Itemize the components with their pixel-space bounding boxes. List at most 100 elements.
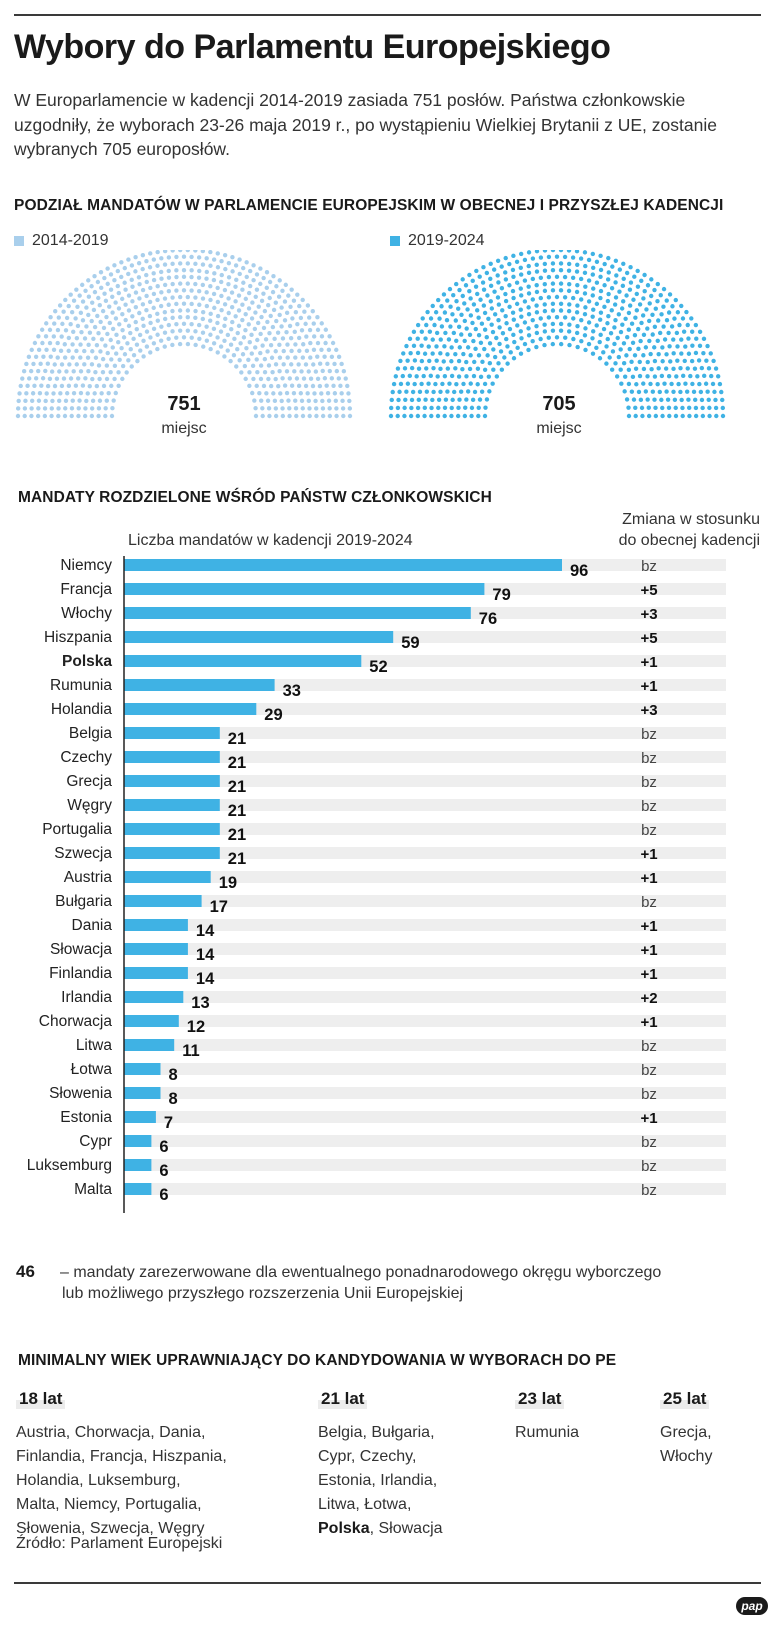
seat-dot (76, 413, 81, 419)
seat-dot (33, 354, 39, 359)
seat-dot (325, 361, 330, 367)
seat-dot (511, 317, 517, 322)
age25-line: Grecja, (660, 1424, 712, 1441)
seat-dot (614, 273, 619, 278)
row-stripe (124, 1063, 726, 1075)
seat-dot (629, 389, 635, 394)
category-label: Portugalia (42, 821, 112, 838)
row-stripe (124, 775, 726, 787)
pap-logo: pap (736, 1597, 768, 1615)
seat-dot (267, 279, 273, 285)
seat-dot (686, 351, 692, 356)
seat-dot (468, 313, 474, 318)
seat-dot (586, 257, 592, 263)
category-label: Austria (64, 869, 113, 886)
seat-dot (715, 374, 721, 379)
seat-dot (482, 381, 488, 387)
seat-dot (409, 365, 415, 371)
seat-dot (327, 368, 332, 374)
change-label: +1 (640, 966, 657, 983)
seat-dot (495, 295, 501, 300)
seat-dot (211, 326, 217, 332)
seat-dot (575, 323, 580, 329)
seat-dot (170, 250, 175, 253)
seat-dot (312, 391, 317, 396)
seat-dot (550, 250, 556, 253)
seat-dot (140, 266, 145, 272)
seat-dot (642, 288, 647, 294)
seat-dot (24, 361, 29, 367)
seat-dot (86, 342, 91, 348)
seat-dot (174, 274, 179, 280)
seat-dot (495, 258, 501, 263)
seat-dot (510, 267, 516, 273)
seat-dot (658, 292, 663, 298)
seat-dot (285, 342, 290, 347)
seat-dot (467, 272, 472, 278)
seat-dot (51, 391, 56, 396)
seat-dot (617, 289, 622, 294)
seat-dot (652, 345, 657, 350)
seat-dot (421, 373, 426, 379)
hemicycle-2019-2024 (388, 250, 726, 419)
seat-dot (590, 314, 595, 319)
seat-dot (283, 282, 288, 288)
seat-dot (511, 295, 516, 301)
seat-dot (197, 336, 202, 341)
seat-dot (226, 275, 232, 280)
seat-dot (240, 287, 245, 292)
seat-dot (684, 309, 689, 315)
seat-dot (633, 315, 638, 320)
seat-dot (504, 321, 509, 326)
hemicycle-2014-2019 (15, 250, 353, 419)
seat-dot (512, 339, 517, 345)
seat-dot (267, 331, 272, 336)
seat-dot (475, 291, 480, 297)
seat-dot (327, 413, 333, 419)
seat-dot (511, 274, 516, 279)
category-label: Łotwa (71, 1061, 113, 1078)
value-label: 21 (228, 826, 246, 844)
seat-dot (567, 342, 572, 348)
seat-dot (272, 398, 278, 404)
seat-dot (554, 335, 560, 340)
seat-dot (339, 391, 344, 396)
seat-dot (50, 398, 55, 404)
seat-dot (25, 383, 30, 389)
seat-dot (424, 366, 429, 371)
seat-dot (574, 330, 580, 336)
seat-dot (300, 406, 305, 411)
seat-dot (346, 391, 351, 396)
seat-dot (305, 391, 310, 396)
seat-dot (575, 303, 580, 308)
seat-dot (320, 398, 325, 404)
seat-dot (388, 413, 394, 419)
seat-dot (108, 287, 114, 292)
seat-dot (166, 322, 172, 328)
seat-dot (612, 341, 617, 347)
seat-dot (178, 261, 183, 266)
seat-dot (476, 353, 482, 358)
seat-dot (612, 302, 618, 307)
change-label: +1 (640, 654, 657, 671)
seat-dot (621, 341, 627, 346)
bar-Chorwacja (124, 1015, 179, 1027)
category-label: Litwa (76, 1037, 113, 1054)
seat-dot (622, 389, 627, 394)
seat-dot (659, 312, 664, 317)
seat-dot (500, 308, 505, 313)
seat-dot (258, 350, 263, 356)
seat-dot (655, 281, 660, 287)
seat-dot (562, 295, 568, 300)
seat-dot (478, 374, 484, 380)
row-stripe (124, 727, 726, 739)
seat-dot (260, 413, 265, 419)
seat-dot (284, 369, 290, 374)
seat-dot (223, 316, 228, 322)
seat-dot (36, 398, 42, 403)
seat-dot (36, 334, 41, 339)
seat-dot (90, 349, 95, 354)
seat-dot (273, 300, 278, 305)
legend-label-2019: 2019-2024 (408, 232, 485, 249)
bar-Irlandia (124, 991, 184, 1003)
